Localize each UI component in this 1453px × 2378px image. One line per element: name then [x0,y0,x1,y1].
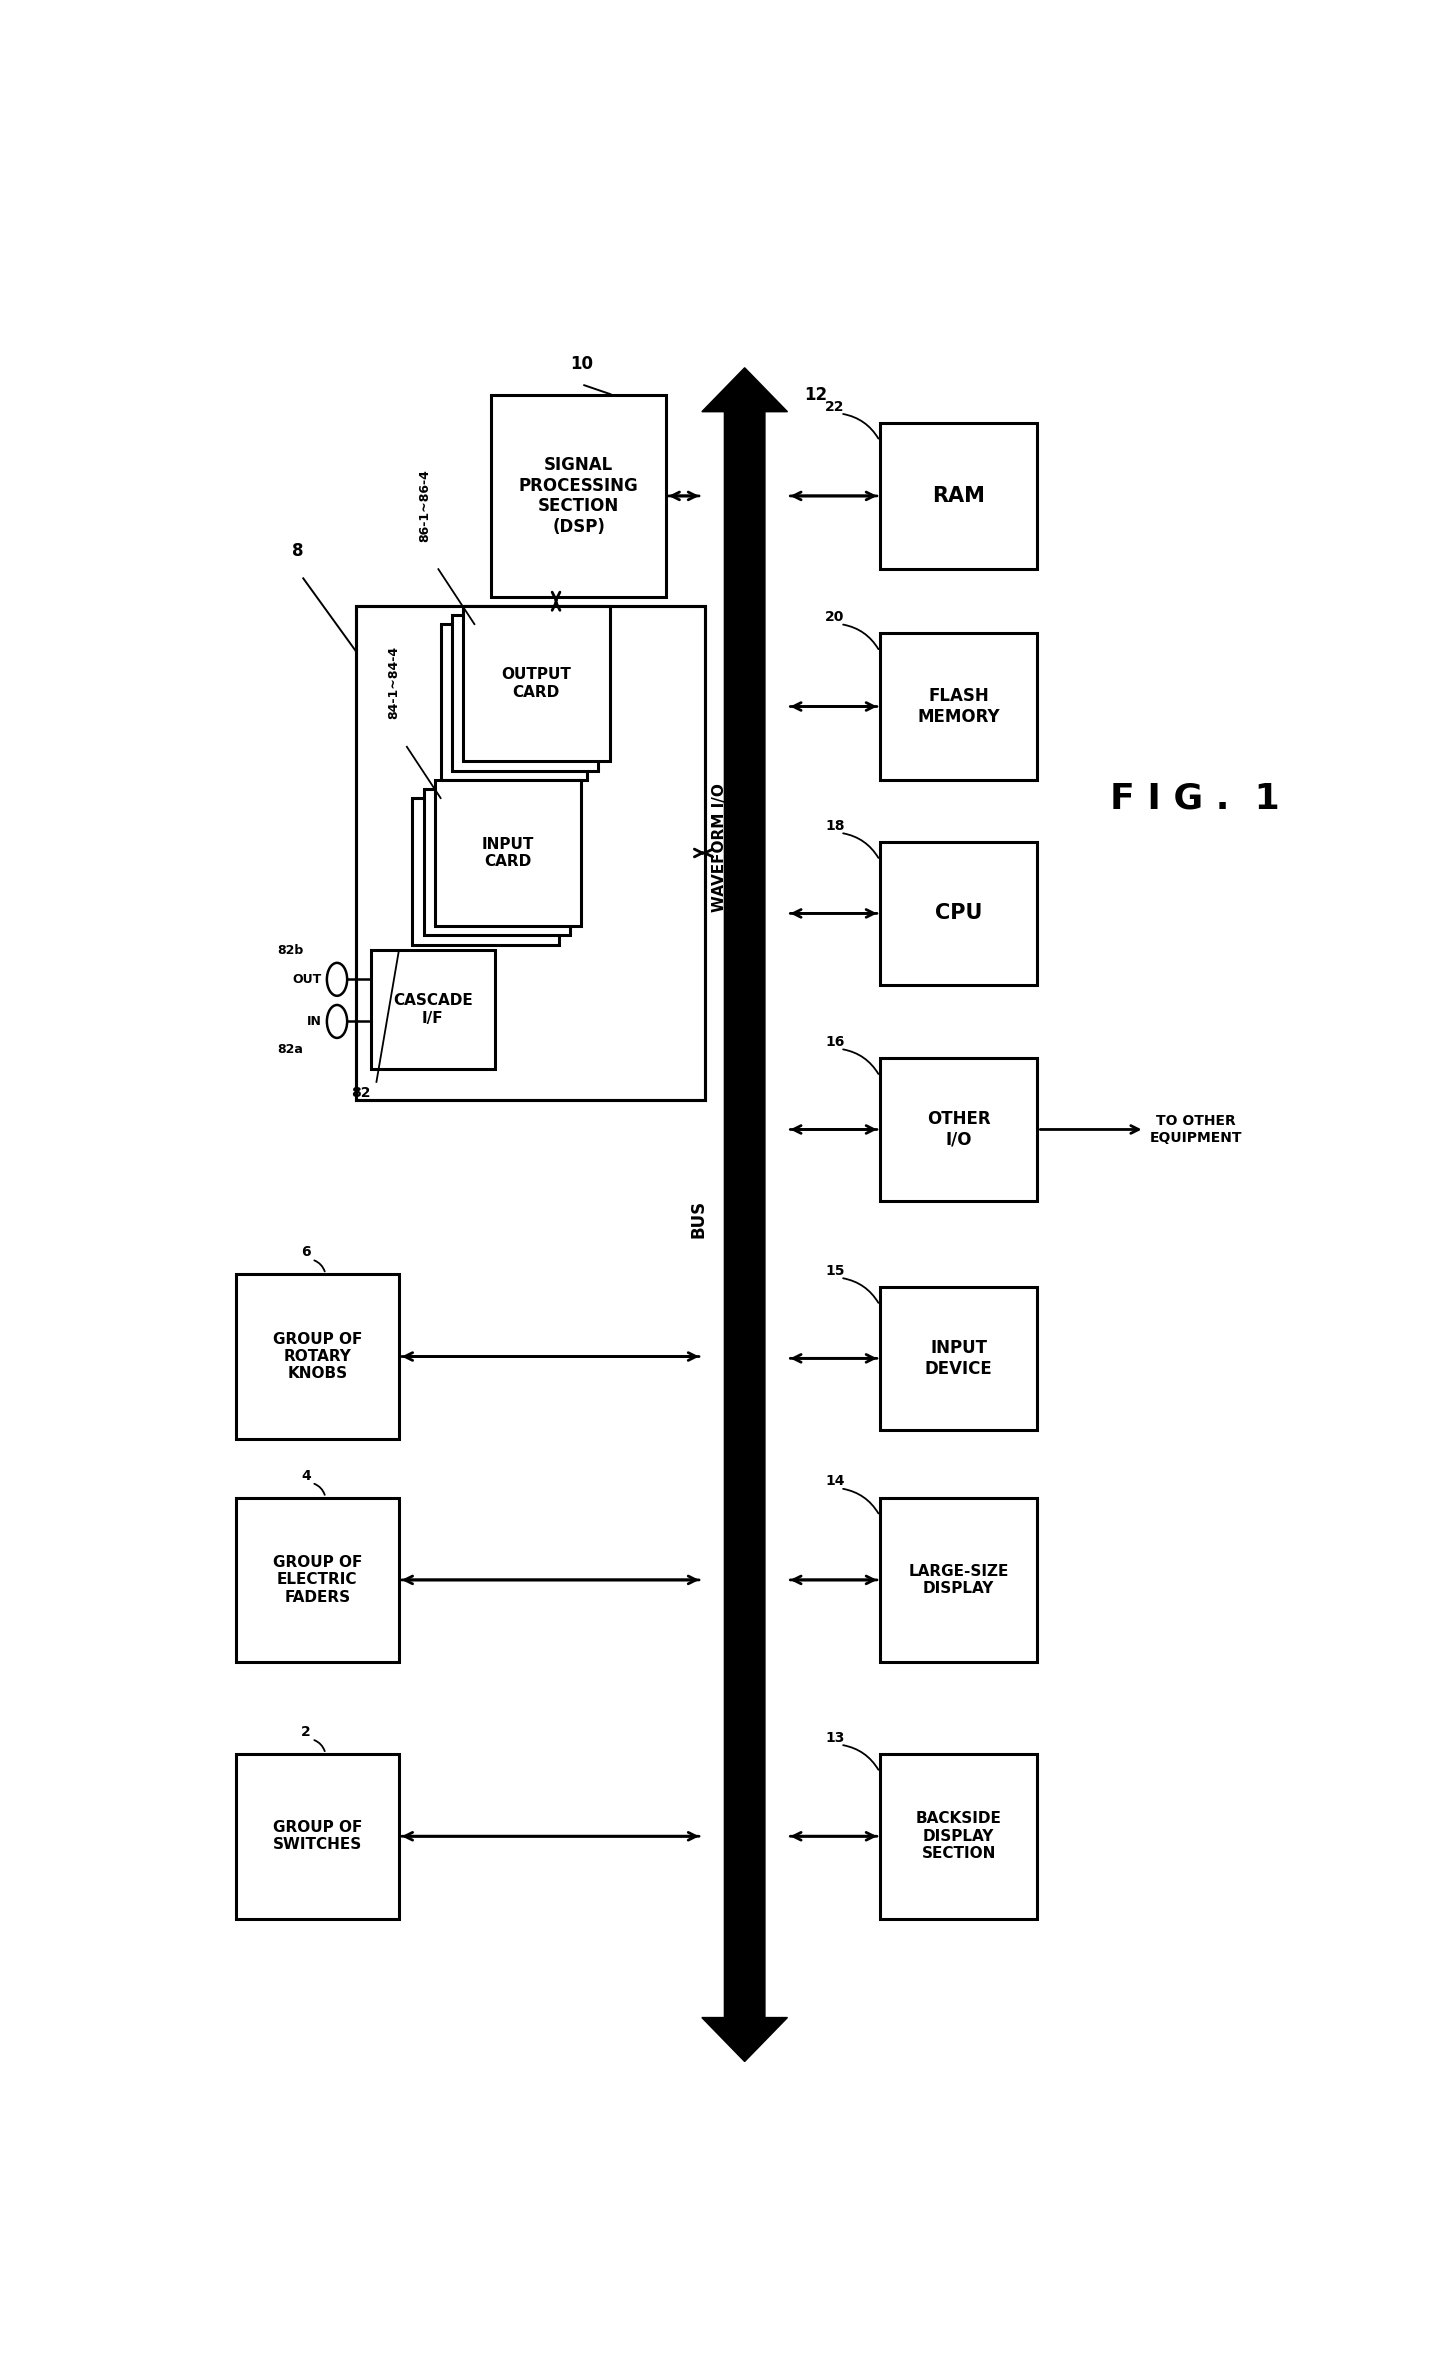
Text: 6: 6 [301,1246,311,1260]
Text: SIGNAL
PROCESSING
SECTION
(DSP): SIGNAL PROCESSING SECTION (DSP) [519,457,638,535]
Text: 10: 10 [570,354,593,373]
Text: IN: IN [307,1015,321,1027]
Text: 15: 15 [825,1263,844,1277]
Text: CASCADE
I/F: CASCADE I/F [392,994,472,1025]
Bar [235,1755,400,1919]
Text: CPU: CPU [934,904,982,923]
Text: TO OTHER
EQUIPMENT: TO OTHER EQUIPMENT [1151,1115,1242,1144]
Bar [235,1498,400,1662]
Text: 82b: 82b [278,944,304,958]
Bar [356,606,705,1101]
Bar [491,395,665,597]
Bar [440,623,587,780]
Bar [881,1498,1037,1662]
Bar [881,1058,1037,1201]
Text: RAM: RAM [933,485,985,507]
Bar [452,616,599,770]
Bar [881,842,1037,984]
Text: 8: 8 [292,542,304,561]
Text: 22: 22 [825,400,844,414]
Bar [881,633,1037,780]
Bar [434,780,581,927]
Text: FLASH
MEMORY: FLASH MEMORY [917,687,1000,725]
Bar [464,606,610,761]
Circle shape [327,963,347,996]
Bar [881,1755,1037,1919]
Text: 82a: 82a [278,1044,304,1056]
Text: 16: 16 [825,1034,844,1049]
Text: BUS: BUS [690,1201,708,1239]
Text: 84-1~84-4: 84-1~84-4 [386,647,400,718]
Text: 20: 20 [825,611,844,623]
Text: F I G .  1: F I G . 1 [1110,780,1280,816]
Circle shape [327,1006,347,1037]
Bar [881,423,1037,568]
Bar [356,606,705,1101]
Text: LARGE-SIZE
DISPLAY: LARGE-SIZE DISPLAY [908,1565,1008,1596]
Text: 12: 12 [805,385,827,404]
Text: 4: 4 [301,1470,311,1484]
Text: GROUP OF
ROTARY
KNOBS: GROUP OF ROTARY KNOBS [273,1332,362,1382]
Text: INPUT
DEVICE: INPUT DEVICE [924,1339,992,1377]
Text: GROUP OF
ELECTRIC
FADERS: GROUP OF ELECTRIC FADERS [273,1555,362,1605]
Text: 86-1~86-4: 86-1~86-4 [418,468,432,542]
Bar [881,1286,1037,1429]
Text: INPUT
CARD: INPUT CARD [482,837,535,870]
Text: 13: 13 [825,1731,844,1745]
Polygon shape [702,369,788,2062]
Text: GROUP OF
SWITCHES: GROUP OF SWITCHES [273,1819,362,1852]
Text: 14: 14 [825,1474,844,1489]
Text: OUTPUT
CARD: OUTPUT CARD [501,668,571,699]
Text: 82: 82 [352,1084,371,1099]
Bar [424,789,570,935]
Bar [413,799,559,944]
Text: 2: 2 [301,1724,311,1738]
Bar [371,951,494,1070]
Text: OUT: OUT [292,973,321,987]
Text: BACKSIDE
DISPLAY
SECTION: BACKSIDE DISPLAY SECTION [915,1812,1001,1862]
Text: WAVEFORM I/O: WAVEFORM I/O [712,782,728,911]
Bar [235,1275,400,1439]
Text: 18: 18 [825,818,844,832]
Text: OTHER
I/O: OTHER I/O [927,1111,991,1149]
